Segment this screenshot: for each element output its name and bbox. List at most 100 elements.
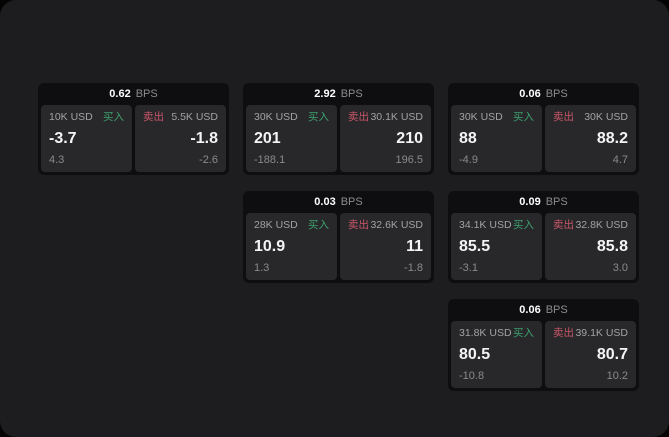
buy-panel-top-row: 34.1K USD 买入 [459, 220, 534, 231]
quote-panels: 34.1K USD 买入 85.5 -3.1 卖出 32.8K USD 85.8… [448, 213, 639, 283]
sell-side-label: 卖出 [143, 111, 164, 123]
quote-card: 0.62 BPS 10K USD 买入 -3.7 4.3 卖出 5.5K USD… [38, 83, 229, 175]
bps-unit-label: BPS [135, 87, 158, 100]
sell-quote-panel[interactable]: 卖出 5.5K USD -1.8 -2.6 [135, 105, 226, 172]
buy-notional-label: 10K USD [49, 111, 93, 123]
sell-side-label: 卖出 [348, 219, 369, 231]
buy-quote-panel[interactable]: 31.8K USD 买入 80.5 -10.8 [451, 321, 542, 388]
sell-price-value: 80.7 [596, 345, 628, 363]
quote-panels: 30K USD 买入 201 -188.1 卖出 30.1K USD 210 1… [243, 105, 434, 175]
buy-secondary-value: -10.8 [459, 370, 485, 382]
sell-price-value: -1.8 [190, 129, 218, 147]
buy-notional-label: 34.1K USD [459, 219, 512, 231]
sell-panel-top-row: 卖出 5.5K USD [143, 112, 218, 123]
buy-price-value: 10.9 [254, 237, 286, 255]
sell-notional-label: 32.6K USD [370, 219, 423, 231]
quote-card: 0.06 BPS 30K USD 买入 88 -4.9 卖出 30K USD 8… [448, 83, 639, 175]
sell-side-label: 卖出 [553, 111, 574, 123]
buy-panel-top-row: 28K USD 买入 [254, 220, 329, 231]
sell-secondary-value: 196.5 [395, 154, 423, 166]
buy-notional-label: 30K USD [459, 111, 503, 123]
buy-secondary-value: -4.9 [459, 154, 478, 166]
buy-price-value: 201 [254, 129, 281, 147]
sell-quote-panel[interactable]: 卖出 32.8K USD 85.8 3.0 [545, 213, 636, 280]
card-header: 2.92 BPS [243, 83, 434, 105]
bps-value: 0.06 [519, 87, 541, 100]
quote-card: 0.06 BPS 31.8K USD 买入 80.5 -10.8 卖出 39.1… [448, 299, 639, 391]
sell-notional-label: 5.5K USD [171, 111, 218, 123]
buy-notional-label: 30K USD [254, 111, 298, 123]
sell-price-value: 11 [406, 237, 423, 255]
sell-notional-label: 30.1K USD [370, 111, 423, 123]
buy-panel-top-row: 10K USD 买入 [49, 112, 124, 123]
buy-notional-label: 31.8K USD [459, 327, 512, 339]
buy-side-label: 买入 [513, 219, 534, 231]
bps-unit-label: BPS [340, 87, 363, 100]
buy-price-value: -3.7 [49, 129, 77, 147]
sell-side-label: 卖出 [348, 111, 369, 123]
buy-quote-panel[interactable]: 10K USD 买入 -3.7 4.3 [41, 105, 132, 172]
bps-unit-label: BPS [545, 303, 568, 316]
sell-notional-label: 39.1K USD [575, 327, 628, 339]
buy-panel-top-row: 30K USD 买入 [254, 112, 329, 123]
buy-side-label: 买入 [308, 219, 329, 231]
buy-side-label: 买入 [513, 111, 534, 123]
bps-unit-label: BPS [545, 87, 568, 100]
sell-side-label: 卖出 [553, 327, 574, 339]
sell-price-value: 88.2 [596, 129, 628, 147]
sell-quote-panel[interactable]: 卖出 30K USD 88.2 4.7 [545, 105, 636, 172]
bps-unit-label: BPS [545, 195, 568, 208]
quote-panels: 31.8K USD 买入 80.5 -10.8 卖出 39.1K USD 80.… [448, 321, 639, 391]
quote-card: 0.03 BPS 28K USD 买入 10.9 1.3 卖出 32.6K US… [243, 191, 434, 283]
sell-side-label: 卖出 [553, 219, 574, 231]
sell-panel-top-row: 卖出 32.6K USD [348, 220, 423, 231]
sell-panel-top-row: 卖出 30.1K USD [348, 112, 423, 123]
sell-secondary-value: 4.7 [612, 154, 628, 166]
card-header: 0.62 BPS [38, 83, 229, 105]
card-header: 0.09 BPS [448, 191, 639, 213]
buy-secondary-value: 4.3 [49, 154, 65, 166]
buy-price-value: 80.5 [459, 345, 491, 363]
sell-quote-panel[interactable]: 卖出 30.1K USD 210 196.5 [340, 105, 431, 172]
sell-quote-panel[interactable]: 卖出 32.6K USD 11 -1.8 [340, 213, 431, 280]
buy-quote-panel[interactable]: 30K USD 买入 88 -4.9 [451, 105, 542, 172]
buy-side-label: 买入 [513, 327, 534, 339]
sell-price-value: 210 [396, 129, 423, 147]
quote-card-grid: 0.62 BPS 10K USD 买入 -3.7 4.3 卖出 5.5K USD… [38, 83, 639, 391]
sell-panel-top-row: 卖出 39.1K USD [553, 328, 628, 339]
buy-panel-top-row: 30K USD 买入 [459, 112, 534, 123]
buy-quote-panel[interactable]: 28K USD 买入 10.9 1.3 [246, 213, 337, 280]
sell-panel-top-row: 卖出 30K USD [553, 112, 628, 123]
sell-notional-label: 30K USD [584, 111, 628, 123]
bps-unit-label: BPS [340, 195, 363, 208]
sell-secondary-value: -2.6 [199, 154, 218, 166]
quote-panels: 28K USD 买入 10.9 1.3 卖出 32.6K USD 11 -1.8 [243, 213, 434, 283]
sell-quote-panel[interactable]: 卖出 39.1K USD 80.7 10.2 [545, 321, 636, 388]
card-header: 0.06 BPS [448, 299, 639, 321]
buy-side-label: 买入 [103, 111, 124, 123]
bps-value: 0.09 [519, 195, 541, 208]
quote-panels: 10K USD 买入 -3.7 4.3 卖出 5.5K USD -1.8 -2.… [38, 105, 229, 175]
bps-value: 2.92 [314, 87, 336, 100]
buy-notional-label: 28K USD [254, 219, 298, 231]
buy-panel-top-row: 31.8K USD 买入 [459, 328, 534, 339]
buy-secondary-value: -3.1 [459, 262, 478, 274]
card-header: 0.03 BPS [243, 191, 434, 213]
quote-card: 2.92 BPS 30K USD 买入 201 -188.1 卖出 30.1K … [243, 83, 434, 175]
buy-price-value: 85.5 [459, 237, 491, 255]
sell-notional-label: 32.8K USD [575, 219, 628, 231]
buy-secondary-value: 1.3 [254, 262, 270, 274]
sell-price-value: 85.8 [596, 237, 628, 255]
buy-quote-panel[interactable]: 34.1K USD 买入 85.5 -3.1 [451, 213, 542, 280]
buy-side-label: 买入 [308, 111, 329, 123]
buy-secondary-value: -188.1 [254, 154, 286, 166]
buy-price-value: 88 [459, 129, 477, 147]
sell-panel-top-row: 卖出 32.8K USD [553, 220, 628, 231]
sell-secondary-value: 3.0 [612, 262, 628, 274]
bps-value: 0.06 [519, 303, 541, 316]
sell-secondary-value: -1.8 [404, 262, 423, 274]
bps-value: 0.62 [109, 87, 131, 100]
bps-value: 0.03 [314, 195, 336, 208]
buy-quote-panel[interactable]: 30K USD 买入 201 -188.1 [246, 105, 337, 172]
